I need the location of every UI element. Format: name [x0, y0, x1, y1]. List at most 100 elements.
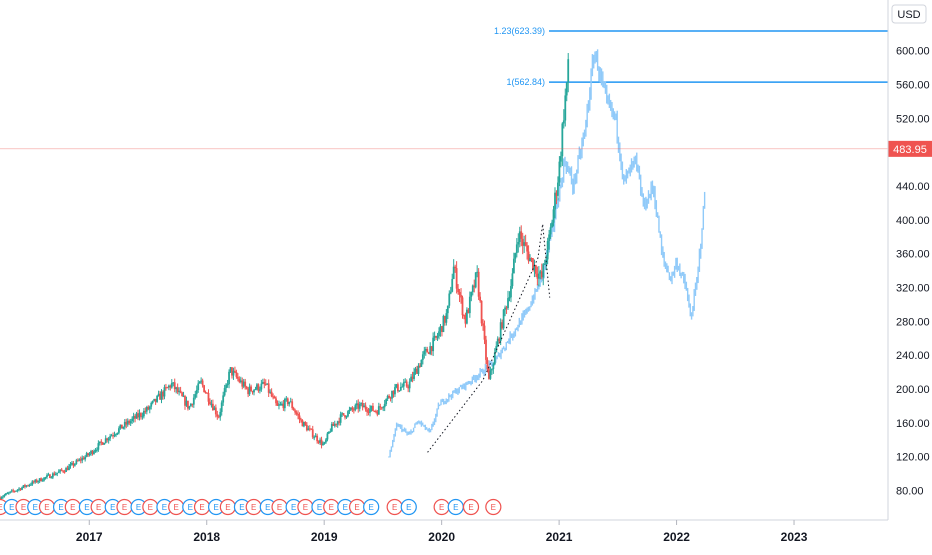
candle-body [504, 307, 506, 310]
candle-body [198, 381, 201, 384]
candle-body [294, 410, 297, 413]
earnings-marker-label: E [392, 503, 397, 512]
candle-body [40, 478, 43, 482]
earnings-marker-label: E [406, 503, 411, 512]
earnings-marker-label: E [148, 503, 153, 512]
candle-body [377, 406, 380, 415]
candle-body [201, 380, 204, 386]
candle-body [172, 382, 175, 384]
candle-body [285, 398, 288, 400]
candle-body [361, 403, 364, 408]
candle-body [537, 273, 540, 279]
candle-body [49, 474, 51, 478]
earnings-marker-label: E [277, 503, 282, 512]
candle-body [339, 414, 342, 423]
earnings-marker-label: E [162, 503, 167, 512]
candle-body [150, 403, 153, 407]
candle-body [552, 209, 555, 223]
candle-body [511, 273, 514, 287]
candle-body [414, 368, 417, 373]
candle-body [195, 389, 198, 395]
earnings-marker[interactable] [363, 498, 380, 516]
candle-body [527, 251, 530, 262]
earnings-marker[interactable] [400, 498, 417, 516]
candle-body [9, 491, 12, 493]
earnings-marker-label: E [44, 503, 49, 512]
candle-body [18, 488, 20, 490]
candle-body [392, 390, 395, 395]
candle-body [348, 409, 351, 412]
earnings-marker-label: E [468, 503, 473, 512]
candle-body [399, 386, 402, 391]
candle-body [542, 264, 545, 278]
candle-body [482, 323, 484, 326]
earnings-marker-label: E [188, 503, 193, 512]
price-axis[interactable]: 80.00 120.00 160.00 200.00 240.00 280.00 320.0… [896, 46, 930, 498]
earnings-marker-label: E [265, 503, 270, 512]
candle-body [242, 381, 245, 387]
candle-body [419, 365, 421, 367]
time-axis[interactable]: 2017 2018 2019 2020 2021 2022 2023 [76, 520, 808, 544]
candle-body [159, 393, 161, 400]
candle-body [43, 477, 45, 481]
candle-body [219, 411, 222, 418]
candle-body [320, 439, 323, 446]
candle-body [477, 271, 480, 297]
candle-body [295, 412, 298, 414]
candle-body [234, 370, 236, 373]
candle-body [94, 450, 97, 452]
candle-body [464, 315, 467, 324]
candle-body [530, 257, 533, 259]
candle-body [536, 273, 539, 279]
candle-body [344, 415, 346, 418]
candle-body [31, 481, 34, 485]
candle-body [35, 479, 38, 483]
candle-body [13, 491, 16, 493]
candle-body [100, 441, 103, 443]
candle-body [241, 380, 244, 387]
candle-body [144, 410, 147, 412]
candle-body [555, 192, 558, 196]
candle-body [325, 439, 327, 443]
price-tick-label: 400.00 [896, 215, 930, 227]
candle-body [496, 338, 499, 347]
candle-body [316, 435, 319, 442]
candle-body [232, 370, 235, 376]
earnings-marker-label: E [225, 503, 230, 512]
candle-body [65, 468, 67, 472]
candle-body [236, 376, 239, 379]
candle-body [126, 420, 129, 425]
candle-body [44, 477, 47, 479]
candle-body [276, 403, 279, 406]
candle-body [165, 387, 167, 389]
projection-line[interactable] [427, 223, 551, 453]
candle-body [308, 428, 311, 430]
candle-body [380, 407, 383, 409]
candle-body [423, 350, 426, 355]
candle-body [178, 390, 181, 393]
earnings-marker-label: E [96, 503, 101, 512]
candle-body [12, 490, 15, 492]
candle-body [210, 403, 213, 405]
candle-body [281, 403, 283, 405]
candle-body [189, 403, 192, 407]
candle-body [449, 291, 452, 294]
earnings-marker-label: E [199, 503, 204, 512]
candle-body [488, 369, 490, 379]
earnings-marker-label: E [303, 503, 308, 512]
candle-body [448, 293, 451, 306]
earnings-marker[interactable] [485, 498, 502, 516]
earnings-marker[interactable] [462, 498, 480, 516]
candle-body [51, 473, 54, 478]
candle-body [82, 457, 85, 460]
candle-body [543, 263, 546, 265]
candle-body [96, 449, 98, 451]
candle-body [352, 409, 355, 411]
currency-selector[interactable]: USD [891, 4, 927, 24]
time-tick-label: 2018 [193, 530, 220, 544]
candle-body [68, 466, 70, 471]
candle-body [214, 407, 217, 415]
price-tick-label: 240.00 [896, 350, 930, 362]
